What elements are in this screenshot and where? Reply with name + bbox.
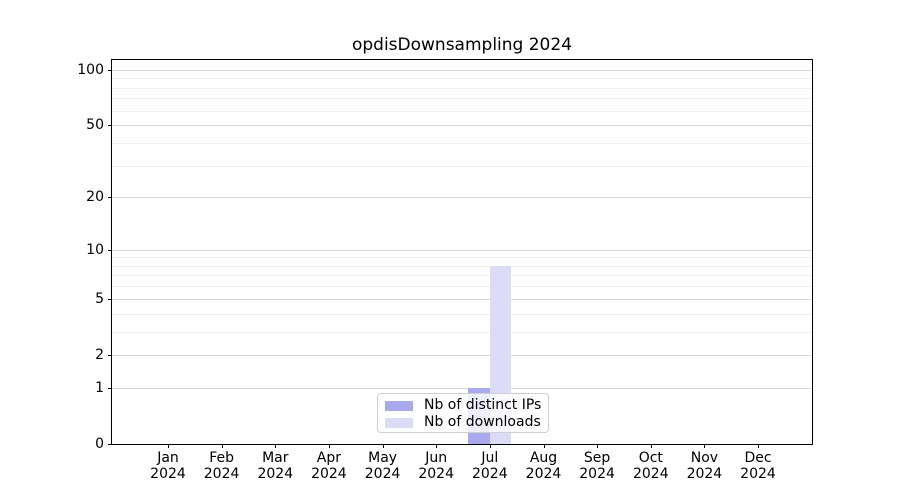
y-axis-tick — [108, 444, 112, 445]
x-axis-tick — [704, 444, 706, 448]
x-axis-tick-label: Feb 2024 — [203, 450, 240, 482]
x-axis-tick — [382, 444, 384, 448]
gridline-minor — [112, 275, 812, 277]
gridline-minor — [112, 142, 812, 144]
x-axis-tick-label: Aug 2024 — [525, 450, 562, 482]
y-axis-tick — [108, 298, 112, 300]
x-axis-tick-label: Oct 2024 — [632, 450, 669, 482]
x-axis-tick-label: Nov 2024 — [686, 450, 723, 482]
gridline-major — [112, 387, 812, 389]
gridline-minor — [112, 286, 812, 288]
x-axis-tick — [221, 444, 223, 448]
gridline-minor — [112, 165, 812, 167]
y-axis-tick-label: 5 — [95, 290, 104, 307]
x-axis-tick — [489, 444, 491, 448]
legend-swatch-downloads — [385, 417, 413, 428]
x-axis-tick-label: Mar 2024 — [257, 450, 294, 482]
gridline-minor — [112, 78, 812, 80]
gridline-major — [112, 298, 812, 300]
gridline-major — [112, 354, 812, 356]
gridline-minor — [112, 257, 812, 259]
gridline-minor — [112, 110, 812, 112]
y-axis-tick-label: 1 — [95, 379, 104, 396]
y-axis-tick — [108, 125, 112, 127]
x-axis-tick — [758, 444, 759, 448]
gridline-minor — [112, 265, 812, 267]
legend-entry-distinct-ips: Nb of distinct IPs — [385, 397, 548, 414]
y-axis-tick — [108, 69, 112, 71]
y-axis-tick-label: 2 — [95, 346, 104, 363]
gridline-major — [112, 197, 812, 199]
gridline-major — [112, 249, 812, 251]
x-axis-tick — [436, 444, 438, 448]
x-axis-tick-label: Jun 2024 — [418, 450, 454, 482]
x-axis-tick — [168, 444, 169, 448]
gridline-minor — [112, 98, 812, 100]
x-axis-tick-label: Jul 2024 — [471, 450, 508, 482]
y-axis-tick — [108, 197, 112, 199]
x-axis-tick — [650, 444, 652, 448]
y-axis-tick-label: 10 — [86, 241, 104, 258]
x-axis-tick-label: Jan 2024 — [150, 450, 186, 482]
gridline-minor — [112, 87, 812, 89]
legend-label-distinct-ips: Nb of distinct IPs — [424, 397, 542, 413]
x-axis-tick — [275, 444, 277, 448]
y-axis-tick-label: 20 — [86, 189, 104, 206]
y-axis-tick-label: 100 — [77, 61, 104, 78]
gridline-minor — [112, 331, 812, 333]
y-axis-tick-label: 50 — [86, 117, 104, 134]
x-axis-tick-label: Dec 2024 — [740, 450, 776, 482]
x-axis-tick — [597, 444, 599, 448]
y-axis-tick — [108, 354, 112, 356]
y-axis-tick-label: 0 — [95, 436, 104, 452]
plot-area — [111, 59, 813, 445]
x-axis-tick — [543, 444, 545, 448]
x-axis-tick-label: Sep 2024 — [579, 450, 615, 482]
legend-label-downloads: Nb of downloads — [424, 414, 541, 430]
gridline-major — [112, 125, 812, 127]
legend-swatch-distinct-ips — [385, 400, 413, 411]
gridline-major — [112, 69, 812, 71]
x-axis-tick-label: May 2024 — [364, 450, 401, 482]
legend: Nb of distinct IPs Nb of downloads — [377, 393, 549, 433]
gridline-minor — [112, 313, 812, 315]
chart-title: opdisDownsampling 2024 — [351, 35, 573, 55]
y-axis-tick — [108, 249, 112, 251]
legend-entry-downloads: Nb of downloads — [385, 414, 548, 431]
x-axis-tick — [328, 444, 330, 448]
x-axis-tick-label: Apr 2024 — [311, 450, 347, 482]
y-axis-tick — [108, 387, 112, 389]
